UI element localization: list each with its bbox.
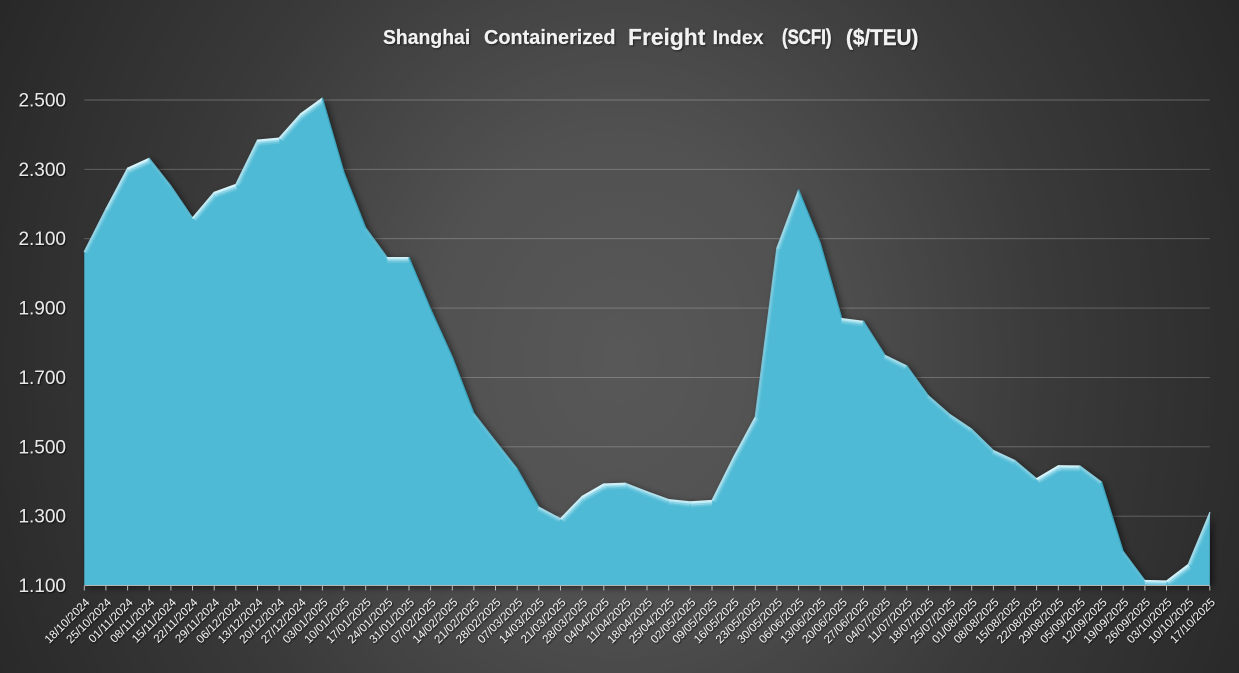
svg-text:1.500: 1.500 bbox=[18, 437, 66, 458]
svg-text:1.300: 1.300 bbox=[18, 507, 66, 528]
svg-text:2.300: 2.300 bbox=[18, 160, 66, 181]
svg-text:2.100: 2.100 bbox=[18, 229, 66, 250]
svg-text:1.100: 1.100 bbox=[18, 576, 66, 597]
svg-text:2.500: 2.500 bbox=[18, 91, 66, 112]
svg-text:1.900: 1.900 bbox=[18, 299, 66, 320]
svg-text:1.700: 1.700 bbox=[18, 368, 66, 389]
